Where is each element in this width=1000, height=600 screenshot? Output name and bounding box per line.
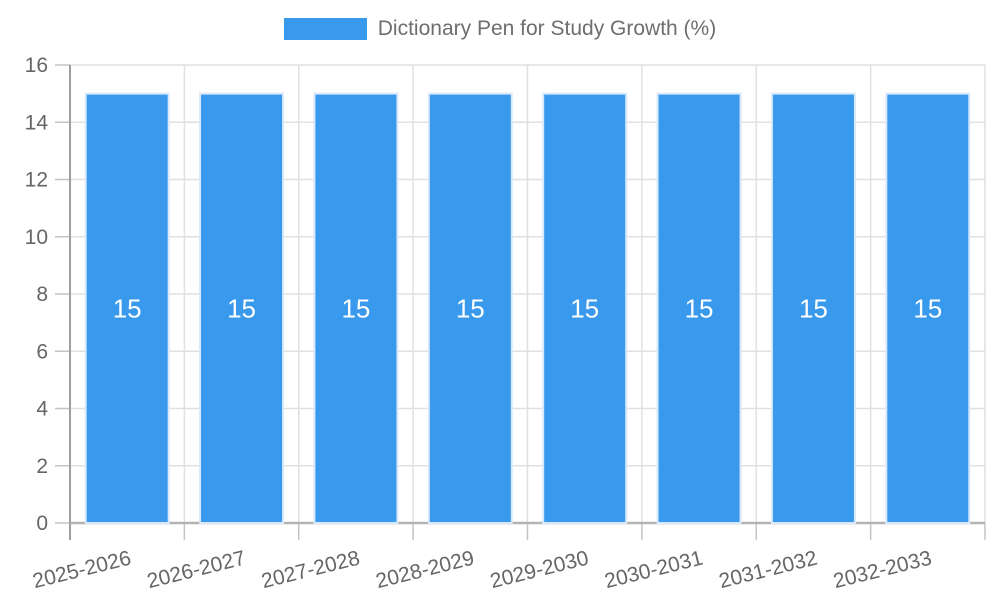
bar-value-label: 15 (341, 293, 370, 323)
x-tick-label-2026-2027: 2026-2027 (145, 547, 248, 594)
bar-2028-2029[interactable] (427, 92, 513, 524)
x-tick-label-2028-2029: 2028-2029 (374, 547, 477, 594)
x-tick-label-2030-2031: 2030-2031 (602, 547, 705, 594)
x-tick-label-2032-2033: 2032-2033 (831, 547, 934, 594)
y-tick-label: 14 (25, 111, 49, 134)
bar-value-label: 15 (913, 293, 942, 323)
x-axis-labels: 2025-2026 2026-2027 2027-2028 2028-2029 2029… (30, 547, 934, 594)
x-tick-label-2029-2030: 2029-2030 (488, 547, 591, 594)
x-tick-label-2025-2026: 2025-2026 (30, 547, 133, 594)
bars: 15 15 15 15 15 15 15 15 (84, 92, 971, 524)
y-tick-label: 10 (25, 226, 48, 249)
y-tick-label: 16 (25, 54, 48, 77)
y-tick-label: 2 (36, 455, 48, 478)
bar-value-label: 15 (113, 293, 142, 323)
bar-value-label: 15 (799, 293, 828, 323)
bar-2030-2031[interactable] (656, 92, 742, 524)
chart-legend[interactable]: Dictionary Pen for Study Growth (%) (0, 17, 1000, 41)
bar-2027-2028[interactable] (313, 92, 399, 524)
bar-2025-2026[interactable] (84, 92, 170, 524)
x-tick-label-2031-2032: 2031-2032 (717, 547, 820, 594)
y-tick-label: 4 (36, 398, 48, 421)
y-axis-labels: 0 2 4 6 8 10 12 14 16 (25, 54, 49, 535)
legend-label: Dictionary Pen for Study Growth (%) (377, 17, 717, 40)
legend-swatch (283, 18, 367, 40)
bar-2026-2027[interactable] (199, 92, 285, 524)
bar-value-label: 15 (685, 293, 714, 323)
bar-2031-2032[interactable] (770, 92, 856, 524)
y-tick-label: 6 (36, 340, 48, 363)
bar-2029-2030[interactable] (542, 92, 628, 524)
bar-value-label: 15 (456, 293, 485, 323)
y-tick-label: 12 (25, 169, 48, 192)
y-tick-label: 0 (36, 512, 48, 535)
bar-value-label: 15 (227, 293, 256, 323)
bar-2032-2033[interactable] (885, 92, 971, 524)
y-tick-label: 8 (36, 283, 48, 306)
x-tick-label-2027-2028: 2027-2028 (259, 547, 362, 594)
bar-value-label: 15 (570, 293, 599, 323)
